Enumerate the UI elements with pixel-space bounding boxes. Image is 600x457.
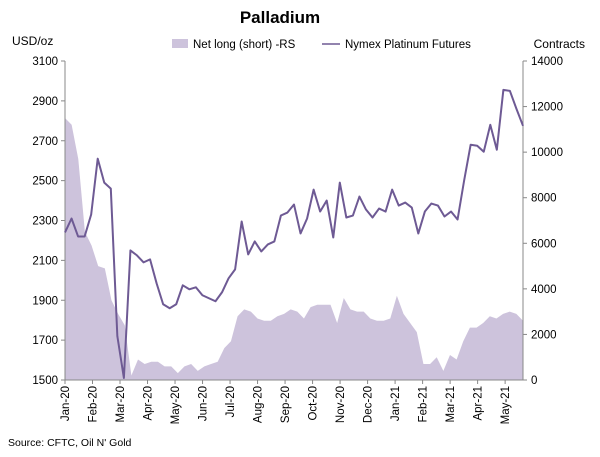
left-tick-label: 2900 <box>32 96 58 108</box>
x-tick-label: Oct-20 <box>308 386 320 421</box>
x-axis-ticks: Jan-20 Feb-20 Mar-20 Apr-20 May-20 Jun-20 Jul-… <box>60 380 512 424</box>
x-tick-label: May-21 <box>500 386 512 424</box>
legend-label-platinum-futures: Nymex Platinum Futures <box>345 39 471 51</box>
right-tick-label: 2000 <box>531 329 557 341</box>
left-axis-unit: USD/oz <box>12 34 53 48</box>
left-tick-label: 1700 <box>32 335 58 347</box>
left-tick-label: 2700 <box>32 136 58 148</box>
legend-label-net-long: Net long (short) -RS <box>193 39 296 51</box>
x-tick-label: Mar-20 <box>115 386 127 422</box>
x-tick-label: Jan-20 <box>60 386 72 421</box>
right-tick-label: 12000 <box>531 102 563 114</box>
right-tick-label: 4000 <box>531 284 557 296</box>
x-tick-label: May-20 <box>170 386 182 424</box>
x-tick-label: Jun-20 <box>198 386 210 421</box>
right-tick-label: 8000 <box>531 193 557 205</box>
left-tick-label: 2300 <box>32 216 58 228</box>
left-tick-label: 2500 <box>32 176 58 188</box>
right-tick-label: 14000 <box>531 56 563 68</box>
right-axis-unit: Contracts <box>534 37 585 51</box>
x-tick-label: Aug-20 <box>253 386 265 423</box>
x-tick-label: Jul-20 <box>225 386 237 417</box>
chart-title: Palladium <box>240 8 320 27</box>
right-tick-label: 6000 <box>531 238 557 250</box>
x-tick-label: Dec-20 <box>363 386 375 423</box>
right-tick-label: 10000 <box>531 147 563 159</box>
legend-swatch-net-long <box>172 39 188 48</box>
x-tick-label: Nov-20 <box>335 386 347 423</box>
legend: Net long (short) -RS Nymex Platinum Futu… <box>172 39 471 51</box>
x-tick-label: Sep-20 <box>280 386 292 423</box>
left-tick-label: 1500 <box>32 375 58 387</box>
x-tick-label: Mar-21 <box>445 386 457 422</box>
line-series-layer <box>64 88 524 380</box>
left-tick-label: 2100 <box>32 255 58 267</box>
left-axis-ticks: 1500 1700 1900 2100 2300 2500 2700 2900 3100 <box>32 56 65 387</box>
left-tick-label: 3100 <box>32 56 58 68</box>
source-note: Source: CFTC, Oil N' Gold <box>8 437 132 449</box>
left-tick-label: 1900 <box>32 295 58 307</box>
x-tick-label: Feb-21 <box>418 386 430 422</box>
right-axis-ticks: 0 2000 4000 6000 8000 10000 12000 14000 <box>523 56 563 387</box>
x-tick-label: Apr-21 <box>473 386 485 421</box>
right-tick-label: 0 <box>531 375 537 387</box>
x-tick-label: Feb-20 <box>88 386 100 422</box>
area-series-layer <box>65 117 523 381</box>
x-tick-label: Apr-20 <box>143 386 155 421</box>
area-net-long <box>65 117 523 381</box>
line-platinum-futures <box>64 88 524 380</box>
x-tick-label: Jan-21 <box>390 386 402 421</box>
